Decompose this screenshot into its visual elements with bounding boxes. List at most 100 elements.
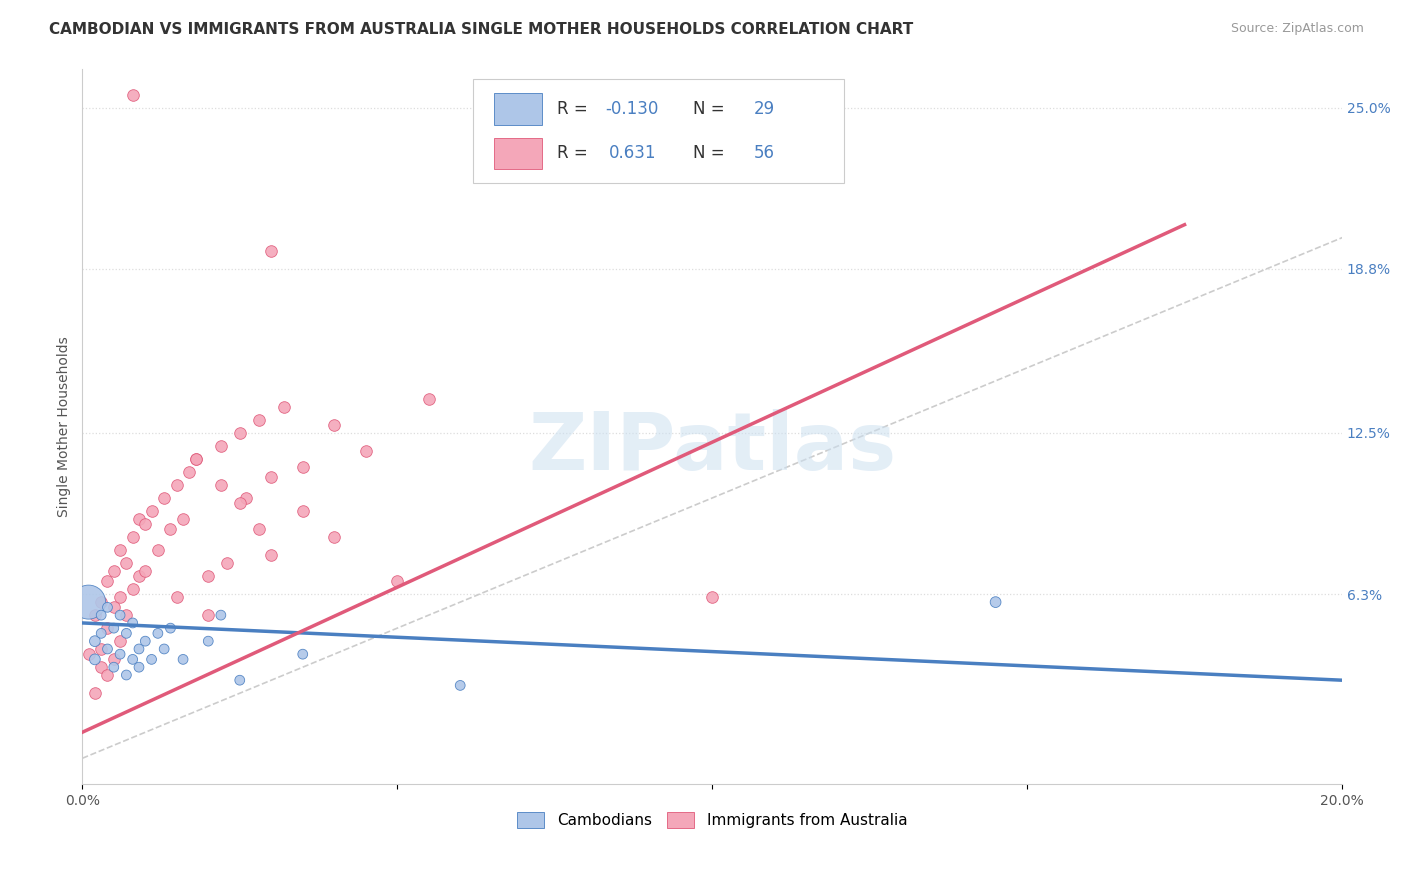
Text: 29: 29 xyxy=(754,100,775,118)
Point xyxy=(146,626,169,640)
Point xyxy=(260,244,283,258)
Point xyxy=(217,556,239,570)
Point xyxy=(103,660,125,674)
Point xyxy=(209,478,232,492)
Point xyxy=(166,590,188,604)
Point xyxy=(134,516,156,531)
Point xyxy=(115,608,138,623)
Point xyxy=(229,425,252,440)
Text: CAMBODIAN VS IMMIGRANTS FROM AUSTRALIA SINGLE MOTHER HOUSEHOLDS CORRELATION CHAR: CAMBODIAN VS IMMIGRANTS FROM AUSTRALIA S… xyxy=(49,22,914,37)
Point xyxy=(128,642,150,657)
Text: Source: ZipAtlas.com: Source: ZipAtlas.com xyxy=(1230,22,1364,36)
Point xyxy=(115,556,138,570)
Point xyxy=(115,668,138,682)
Bar xyxy=(495,93,543,125)
Point xyxy=(103,600,125,615)
Point xyxy=(141,504,163,518)
Point xyxy=(166,478,188,492)
Point xyxy=(184,452,207,467)
Point xyxy=(83,652,105,666)
Point xyxy=(184,452,207,467)
Point xyxy=(354,444,377,458)
Point xyxy=(108,543,131,558)
Point xyxy=(702,590,724,604)
Point xyxy=(197,634,219,648)
Point xyxy=(159,522,181,536)
Point xyxy=(291,504,314,518)
Point xyxy=(108,634,131,648)
Text: 56: 56 xyxy=(754,145,775,162)
Point xyxy=(128,660,150,674)
Text: 0.631: 0.631 xyxy=(609,145,657,162)
Point xyxy=(291,647,314,661)
Point xyxy=(235,491,257,505)
Point xyxy=(128,569,150,583)
Point xyxy=(103,621,125,635)
Point xyxy=(83,608,105,623)
Point xyxy=(418,392,440,406)
Point xyxy=(247,413,270,427)
Point xyxy=(121,652,143,666)
Point xyxy=(108,608,131,623)
Point xyxy=(172,652,194,666)
Point xyxy=(134,564,156,578)
Point xyxy=(323,418,346,433)
Point xyxy=(121,582,143,596)
Point xyxy=(96,668,118,682)
Point xyxy=(96,642,118,657)
Point xyxy=(96,574,118,589)
Point xyxy=(103,564,125,578)
Point xyxy=(77,647,100,661)
Point xyxy=(179,465,201,479)
Point xyxy=(103,652,125,666)
Point xyxy=(96,600,118,615)
Point xyxy=(197,608,219,623)
Y-axis label: Single Mother Households: Single Mother Households xyxy=(58,336,72,516)
Point xyxy=(77,595,100,609)
Text: N =: N = xyxy=(693,100,730,118)
Point xyxy=(90,660,112,674)
Bar xyxy=(495,137,543,169)
Point xyxy=(90,626,112,640)
Point xyxy=(153,642,176,657)
Point xyxy=(197,569,219,583)
Point xyxy=(291,459,314,474)
Point xyxy=(90,608,112,623)
Point xyxy=(153,491,176,505)
Point xyxy=(260,470,283,484)
Point xyxy=(90,595,112,609)
Text: R =: R = xyxy=(557,145,593,162)
Point xyxy=(229,496,252,510)
Point xyxy=(108,647,131,661)
Point xyxy=(387,574,409,589)
Point xyxy=(134,634,156,648)
Point xyxy=(90,642,112,657)
Legend: Cambodians, Immigrants from Australia: Cambodians, Immigrants from Australia xyxy=(510,806,914,834)
Point xyxy=(128,512,150,526)
Point xyxy=(323,530,346,544)
Point xyxy=(121,87,143,102)
Point xyxy=(159,621,181,635)
Point xyxy=(115,626,138,640)
Point xyxy=(121,615,143,630)
Point xyxy=(141,652,163,666)
Point xyxy=(273,400,295,414)
Text: N =: N = xyxy=(693,145,730,162)
Point xyxy=(121,530,143,544)
Point xyxy=(209,439,232,453)
Point xyxy=(172,512,194,526)
Point xyxy=(146,543,169,558)
Point xyxy=(96,621,118,635)
Point xyxy=(260,548,283,562)
Point xyxy=(83,634,105,648)
Point xyxy=(984,595,1007,609)
Text: -0.130: -0.130 xyxy=(605,100,658,118)
Text: ZIPatlas: ZIPatlas xyxy=(529,409,896,487)
Point xyxy=(247,522,270,536)
Point xyxy=(83,686,105,700)
Point xyxy=(108,590,131,604)
Text: R =: R = xyxy=(557,100,593,118)
FancyBboxPatch shape xyxy=(472,79,845,183)
Point xyxy=(209,608,232,623)
Point xyxy=(449,678,471,692)
